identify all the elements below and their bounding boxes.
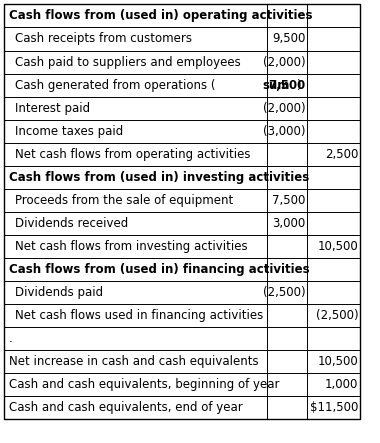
Text: Cash paid to suppliers and employees: Cash paid to suppliers and employees [14,55,240,69]
Text: Cash and cash equivalents, end of year: Cash and cash equivalents, end of year [9,401,243,414]
Text: (2,000): (2,000) [263,55,306,69]
Text: Net increase in cash and cash equivalents: Net increase in cash and cash equivalent… [9,355,259,368]
Text: $11,500: $11,500 [310,401,358,414]
Text: Dividends received: Dividends received [14,217,128,230]
Text: (3,000): (3,000) [263,124,306,138]
Text: (2,500): (2,500) [263,286,306,299]
Text: Proceeds from the sale of equipment: Proceeds from the sale of equipment [14,194,233,207]
Text: 10,500: 10,500 [317,240,358,253]
Text: (2,000): (2,000) [263,101,306,115]
Text: Cash flows from (used in) investing activities: Cash flows from (used in) investing acti… [9,171,309,184]
Text: 9,500: 9,500 [272,32,306,46]
Text: Net cash flows from investing activities: Net cash flows from investing activities [14,240,247,253]
Text: Cash and cash equivalents, beginning of year: Cash and cash equivalents, beginning of … [9,378,280,391]
Text: (2,500): (2,500) [315,309,358,322]
Text: Cash generated from operations (: Cash generated from operations ( [14,78,215,92]
Text: Net cash flows from operating activities: Net cash flows from operating activities [14,148,250,161]
Text: 2,500: 2,500 [325,148,358,161]
Text: Cash flows from (used in) financing activities: Cash flows from (used in) financing acti… [9,263,310,276]
Text: 7,500: 7,500 [268,78,306,92]
Text: 10,500: 10,500 [317,355,358,368]
Text: Income taxes paid: Income taxes paid [14,124,123,138]
Text: Cash flows from (used in) operating activities: Cash flows from (used in) operating acti… [9,9,313,23]
Text: sum: sum [262,78,290,92]
Text: ): ) [296,78,301,92]
Text: Cash receipts from customers: Cash receipts from customers [14,32,192,46]
Text: Interest paid: Interest paid [14,101,90,115]
Text: .: . [9,332,13,345]
Text: Net cash flows used in financing activities: Net cash flows used in financing activit… [14,309,263,322]
Text: 1,000: 1,000 [325,378,358,391]
Text: 3,000: 3,000 [272,217,306,230]
Text: 7,500: 7,500 [272,194,306,207]
Text: Dividends paid: Dividends paid [14,286,103,299]
